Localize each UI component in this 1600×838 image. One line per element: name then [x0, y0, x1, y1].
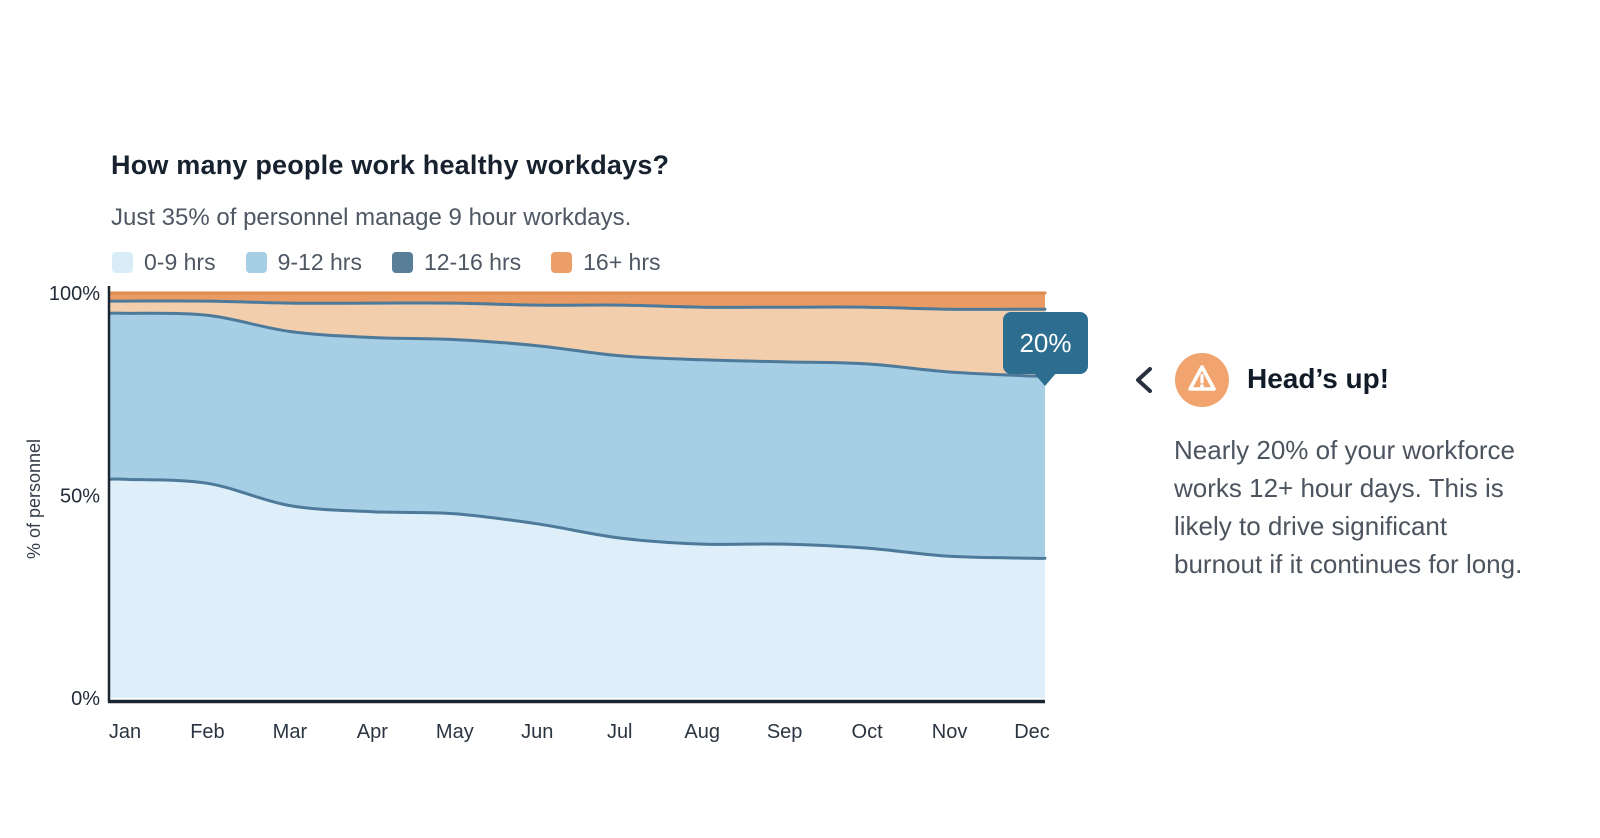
warning-triangle-icon	[1174, 352, 1230, 408]
svg-text:Sep: Sep	[767, 721, 803, 743]
chart-legend: 0-9 hrs 9-12 hrs 12-16 hrs 16+ hrs	[112, 249, 661, 276]
tooltip-value: 20%	[1019, 327, 1072, 358]
svg-text:50%: 50%	[60, 486, 100, 508]
svg-text:Aug: Aug	[684, 721, 720, 743]
legend-item-9-12-hrs: 9-12 hrs	[245, 249, 362, 276]
svg-text:Jun: Jun	[521, 721, 553, 743]
stacked-area-chart[interactable]: 0% 50% 100% Jan Feb Mar Apr May Jun Jul Aug Sep Oct N…	[0, 270, 1100, 770]
collapse-chevron-button[interactable]	[1131, 364, 1157, 396]
svg-text:0%: 0%	[71, 688, 100, 710]
callout-body: Nearly 20% of your workforce works 12+ h…	[1174, 435, 1523, 579]
chart-title: How many people work healthy workdays?	[111, 150, 670, 180]
legend-swatch	[391, 252, 413, 273]
callout-heading: Head’s up!	[1247, 363, 1390, 394]
svg-text:Feb: Feb	[190, 721, 224, 743]
legend-swatch	[551, 252, 573, 273]
legend-label: 0-9 hrs	[144, 249, 216, 275]
legend-label: 16+ hrs	[583, 249, 661, 275]
legend-item-16plus-hrs: 16+ hrs	[551, 249, 661, 276]
svg-text:100%: 100%	[49, 283, 100, 305]
svg-text:Apr: Apr	[357, 721, 388, 743]
svg-text:Jul: Jul	[607, 721, 633, 743]
svg-text:Dec: Dec	[1014, 721, 1050, 743]
legend-label: 9-12 hrs	[277, 249, 362, 275]
legend-swatch	[245, 252, 267, 273]
legend-item-12-16-hrs: 12-16 hrs	[391, 249, 522, 276]
chart-subtitle: Just 35% of personnel manage 9 hour work…	[111, 204, 632, 231]
legend-item-0-9-hrs: 0-9 hrs	[112, 249, 216, 276]
svg-text:Oct: Oct	[852, 721, 884, 743]
tooltip-pointer	[1033, 372, 1057, 386]
chevron-left-icon	[1136, 367, 1152, 393]
svg-text:Mar: Mar	[273, 721, 308, 743]
svg-text:Jan: Jan	[109, 721, 141, 743]
chart-tooltip: 20%	[1003, 312, 1088, 374]
svg-text:May: May	[436, 721, 474, 743]
legend-swatch	[112, 252, 133, 273]
svg-text:Nov: Nov	[932, 721, 968, 743]
legend-label: 12-16 hrs	[423, 249, 522, 275]
